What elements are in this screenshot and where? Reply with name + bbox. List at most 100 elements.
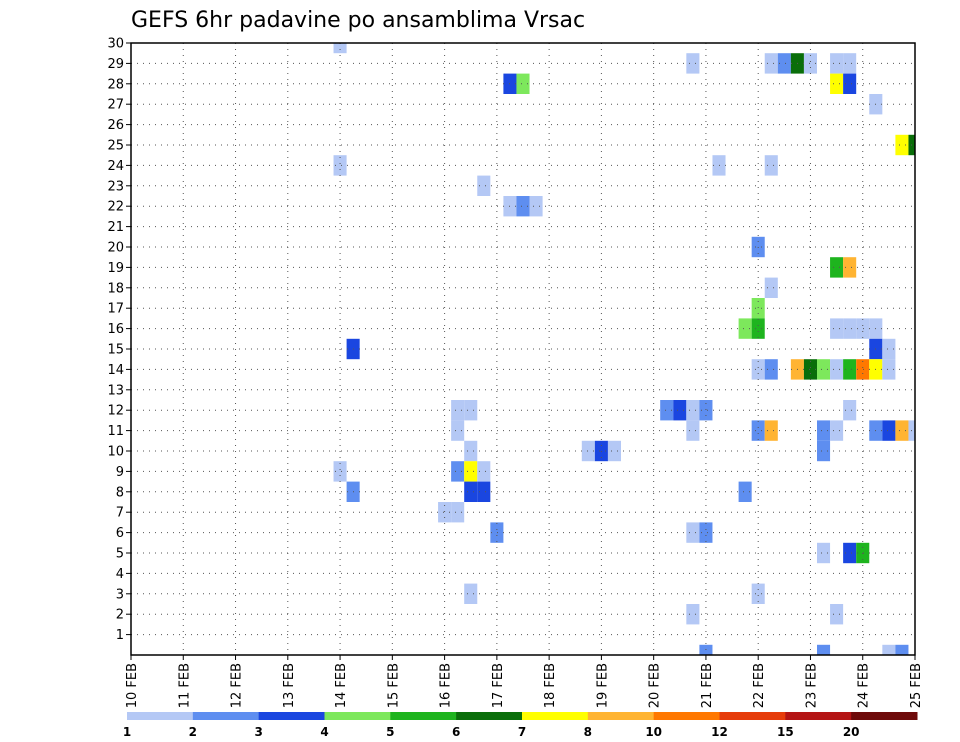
y-tick-label: 2 bbox=[116, 608, 124, 623]
x-tick-label: 10 FEB bbox=[125, 663, 140, 708]
y-tick-label: 3 bbox=[116, 587, 124, 602]
colorbar-swatch bbox=[127, 712, 194, 720]
heatmap-cell bbox=[751, 318, 765, 339]
heatmap-cell bbox=[686, 400, 700, 421]
y-tick-label: 26 bbox=[107, 118, 124, 133]
colorbar-label: 8 bbox=[584, 725, 592, 739]
heatmap-cell bbox=[882, 338, 896, 360]
y-tick-label: 23 bbox=[107, 179, 124, 194]
colorbar-swatch bbox=[192, 712, 260, 720]
y-tick-label: 7 bbox=[116, 506, 124, 521]
heatmap-cell bbox=[777, 53, 791, 74]
heatmap-cell bbox=[843, 73, 857, 94]
y-tick-label: 15 bbox=[107, 343, 124, 358]
y-tick-label: 1 bbox=[116, 628, 124, 643]
heatmap-cell bbox=[843, 53, 857, 74]
colorbar-label: 4 bbox=[320, 725, 328, 739]
heatmap-cell bbox=[333, 155, 347, 176]
heatmap-cell bbox=[764, 53, 778, 74]
x-tick-label: 16 FEB bbox=[439, 663, 454, 708]
x-tick-label: 17 FEB bbox=[491, 663, 506, 708]
y-tick-label: 9 bbox=[116, 465, 124, 480]
heatmap-cell bbox=[699, 522, 713, 543]
colorbar-swatch bbox=[719, 712, 786, 720]
heatmap-cell bbox=[830, 53, 844, 74]
heatmap-cell bbox=[830, 420, 844, 441]
y-tick-label: 21 bbox=[107, 220, 124, 235]
y-tick-label: 18 bbox=[107, 281, 124, 296]
colorbar-swatch bbox=[653, 712, 720, 720]
heatmap-cell bbox=[699, 400, 713, 421]
heatmap-cell bbox=[830, 73, 844, 94]
y-tick-label: 20 bbox=[107, 241, 124, 256]
heatmap-cell bbox=[686, 53, 700, 74]
heatmap-cell bbox=[895, 644, 909, 655]
y-tick-label: 14 bbox=[107, 363, 124, 378]
heatmap-cell bbox=[764, 359, 778, 380]
heatmap-cell bbox=[856, 359, 870, 380]
heatmap-cell bbox=[895, 134, 909, 156]
y-tick-label: 27 bbox=[107, 98, 124, 113]
colorbar-swatch bbox=[390, 712, 457, 720]
heatmap-cell bbox=[477, 461, 491, 482]
colorbar-label: 6 bbox=[452, 725, 460, 739]
heatmap-cell bbox=[607, 440, 621, 462]
colorbar-label: 5 bbox=[386, 725, 394, 739]
colorbar-swatch bbox=[785, 712, 852, 720]
heatmap-cell bbox=[333, 461, 347, 482]
colorbar: 1 2 3 4 5 6 7 8 10 12 15 20 bbox=[123, 712, 918, 739]
heatmap-cell bbox=[830, 359, 844, 380]
x-axis: 10 FEB 11 FEB 12 FEB 13 FEB 14 FEB 15 FEB 16 F… bbox=[125, 655, 924, 708]
heatmap-cell bbox=[581, 440, 595, 462]
heatmap-cell bbox=[673, 400, 687, 421]
y-tick-label: 24 bbox=[107, 159, 124, 174]
heatmap-cell bbox=[451, 400, 465, 421]
heatmap-cell bbox=[764, 420, 778, 441]
heatmap-cell bbox=[843, 400, 857, 421]
heatmap-cell bbox=[843, 542, 857, 564]
y-tick-label: 22 bbox=[107, 200, 124, 215]
x-tick-label: 15 FEB bbox=[386, 663, 401, 708]
heatmap-cell bbox=[516, 73, 530, 94]
y-tick-label: 12 bbox=[107, 404, 124, 419]
heatmap-cell bbox=[464, 400, 478, 421]
heatmap-cell bbox=[464, 481, 478, 502]
heatmap-cell bbox=[529, 196, 543, 217]
heatmap-cell bbox=[686, 604, 700, 625]
heatmap-cell bbox=[803, 53, 817, 74]
y-tick-label: 30 bbox=[107, 37, 124, 52]
heatmap-cell bbox=[764, 277, 778, 298]
heatmap-cell bbox=[451, 420, 465, 441]
heatmap-cell bbox=[895, 420, 909, 441]
heatmap-cell bbox=[686, 420, 700, 441]
heatmap-cell bbox=[817, 359, 831, 380]
heatmap-cell bbox=[843, 257, 857, 278]
colorbar-swatch bbox=[587, 712, 655, 720]
heatmap-cell bbox=[464, 461, 478, 482]
heatmap-cell bbox=[882, 644, 896, 655]
heatmap-cell bbox=[438, 502, 452, 523]
heatmap-cell bbox=[830, 257, 844, 278]
x-tick-label: 23 FEB bbox=[804, 663, 819, 708]
y-tick-label: 11 bbox=[107, 424, 124, 439]
heatmap-cell bbox=[516, 196, 530, 217]
y-tick-label: 25 bbox=[107, 139, 124, 154]
heatmap-cell bbox=[817, 420, 831, 441]
chart-title: GEFS 6hr padavine po ansamblima Vrsac bbox=[131, 8, 585, 33]
y-tick-label: 4 bbox=[116, 567, 124, 582]
colorbar-label: 2 bbox=[189, 725, 197, 739]
heatmap-cell bbox=[451, 502, 465, 523]
heatmap-cell bbox=[751, 359, 765, 380]
y-tick-label: 6 bbox=[116, 526, 124, 541]
y-tick-label: 10 bbox=[107, 445, 124, 460]
x-tick-label: 22 FEB bbox=[752, 663, 767, 708]
heatmap-cell bbox=[738, 481, 752, 502]
colorbar-label: 20 bbox=[843, 725, 860, 739]
colorbar-label: 3 bbox=[254, 725, 262, 739]
grid-layer bbox=[131, 43, 915, 655]
y-tick-label: 17 bbox=[107, 302, 124, 317]
y-tick-label: 16 bbox=[107, 322, 124, 337]
heatmap-cell bbox=[803, 359, 817, 380]
y-tick-label: 5 bbox=[116, 547, 124, 562]
x-tick-label: 18 FEB bbox=[543, 663, 558, 708]
